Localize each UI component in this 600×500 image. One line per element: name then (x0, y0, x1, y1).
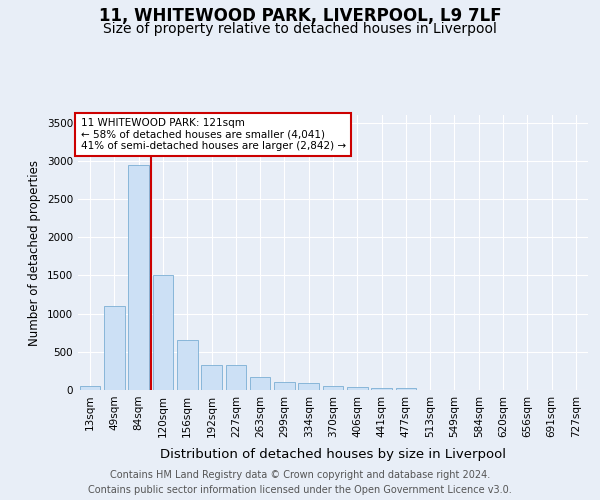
Bar (347, 388, 368, 390)
Text: Contains HM Land Registry data © Crown copyright and database right 2024.
Contai: Contains HM Land Registry data © Crown c… (88, 470, 512, 495)
Y-axis label: Number of detached properties: Number of detached properties (28, 160, 41, 346)
Bar (104, 306, 125, 390)
Bar (250, 376, 271, 390)
Bar (152, 276, 173, 390)
Bar (323, 386, 343, 390)
Bar (177, 340, 197, 390)
Bar (80, 386, 100, 390)
Bar (226, 365, 246, 390)
Text: 11 WHITEWOOD PARK: 121sqm
← 58% of detached houses are smaller (4,041)
41% of se: 11 WHITEWOOD PARK: 121sqm ← 58% of detac… (80, 118, 346, 151)
Bar (371, 388, 392, 390)
Text: 11, WHITEWOOD PARK, LIVERPOOL, L9 7LF: 11, WHITEWOOD PARK, LIVERPOOL, L9 7LF (98, 8, 502, 26)
X-axis label: Distribution of detached houses by size in Liverpool: Distribution of detached houses by size … (160, 448, 506, 461)
Bar (201, 365, 222, 390)
Bar (128, 164, 149, 390)
Bar (274, 382, 295, 390)
Bar (395, 388, 416, 390)
Text: Size of property relative to detached houses in Liverpool: Size of property relative to detached ho… (103, 22, 497, 36)
Bar (298, 383, 319, 390)
